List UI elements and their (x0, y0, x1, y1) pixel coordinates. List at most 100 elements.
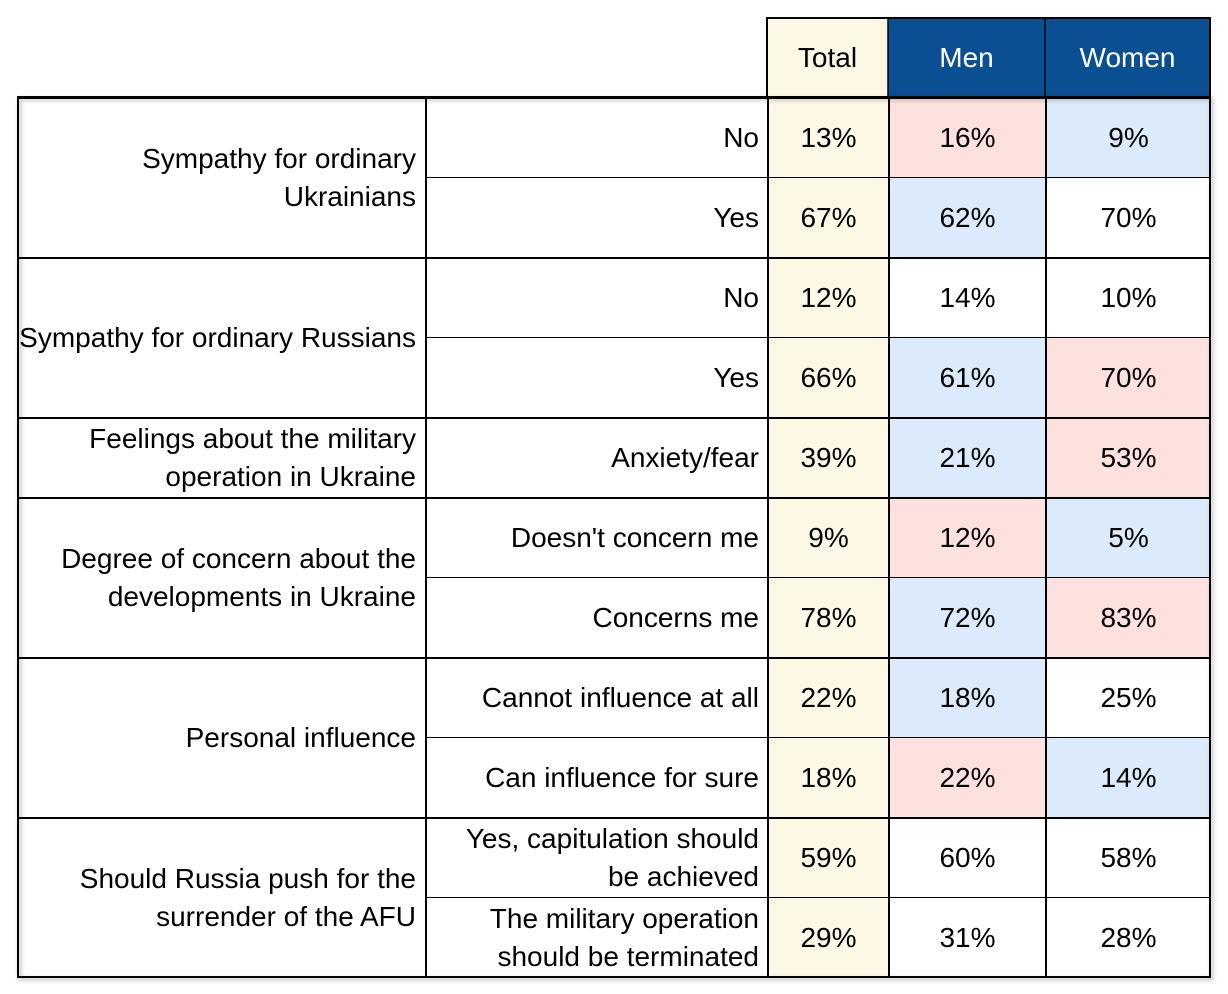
value-cell-women: 70% (1045, 337, 1210, 417)
value-cell-men-text: 61% (939, 361, 996, 393)
value-cell-total-text: 39% (800, 442, 857, 473)
value-cell-total-text: 78% (800, 601, 857, 633)
value-cell-women: 53% (1045, 417, 1210, 497)
row-label-text: Anxiety/fear (611, 442, 759, 473)
value-cell-women-text: 25% (1100, 682, 1157, 713)
row-label-text: No (723, 122, 759, 153)
row-label: Anxiety/fear (425, 417, 767, 497)
value-cell-men-text: 31% (939, 921, 996, 953)
value-cell-women-text: 83% (1100, 601, 1157, 633)
row-label: Concerns me (425, 577, 767, 657)
value-cell-women: 25% (1045, 657, 1210, 737)
value-cell-total-text: 18% (800, 761, 857, 793)
value-cell-women: 28% (1045, 897, 1210, 977)
value-cell-women: 9% (1045, 97, 1210, 177)
value-cell-men-text: 14% (939, 282, 996, 313)
value-cell-total-text: 59% (800, 842, 857, 873)
value-cell-men-text: 72% (939, 601, 996, 633)
value-cell-total: 18% (767, 737, 888, 817)
value-cell-women-text: 70% (1100, 361, 1157, 393)
row-label: Doesn't concern me (425, 497, 767, 577)
row-label-text: The military operation should be termina… (489, 902, 759, 972)
group-label: Personal influence (18, 657, 425, 817)
value-cell-women: 5% (1045, 497, 1210, 577)
value-cell-men-text: 21% (939, 442, 996, 473)
value-cell-men: 31% (888, 897, 1045, 977)
value-cell-men: 14% (888, 257, 1045, 337)
group-label-text: Should Russia push for the surrender of … (79, 863, 416, 932)
row-label-text: Doesn't concern me (510, 522, 759, 553)
value-cell-men-text: 60% (939, 842, 996, 873)
value-cell-men-text: 16% (939, 122, 996, 153)
column-header-women: Women (1045, 18, 1210, 97)
column-header-women-text: Women (1079, 41, 1176, 73)
value-cell-total: 67% (767, 177, 888, 257)
value-cell-total: 12% (767, 257, 888, 337)
group-label: Should Russia push for the surrender of … (18, 817, 425, 977)
value-cell-total: 13% (767, 97, 888, 177)
row-label: Yes (425, 177, 767, 257)
value-cell-women-text: 10% (1100, 282, 1157, 313)
row-label-text: Yes, capitulation should be achieved (465, 823, 759, 892)
value-cell-men: 22% (888, 737, 1045, 817)
group-label: Sympathy for ordinary Russians (18, 257, 425, 417)
value-cell-women-text: 28% (1100, 921, 1157, 953)
value-cell-men: 18% (888, 657, 1045, 737)
row-label: The military operation should be termina… (425, 897, 767, 977)
row-label: No (425, 257, 767, 337)
value-cell-men-text: 18% (939, 682, 996, 713)
row-label: Cannot influence at all (425, 657, 767, 737)
value-cell-women-text: 9% (1108, 122, 1149, 153)
group-label: Feelings about the military operation in… (18, 417, 425, 497)
row-label-text: Concerns me (592, 601, 759, 633)
value-cell-total: 29% (767, 897, 888, 977)
row-label: Can influence for sure (425, 737, 767, 817)
row-label-text: No (723, 282, 759, 313)
row-label-text: Can influence for sure (485, 761, 759, 793)
group-label-text: Sympathy for ordinary Ukrainians (142, 143, 416, 212)
value-cell-men: 12% (888, 497, 1045, 577)
value-cell-men-text: 12% (939, 522, 996, 553)
value-cell-total: 59% (767, 817, 888, 897)
value-cell-men: 60% (888, 817, 1045, 897)
column-header-men-text: Men (939, 41, 994, 73)
value-cell-women: 10% (1045, 257, 1210, 337)
value-cell-men: 21% (888, 417, 1045, 497)
value-cell-total: 39% (767, 417, 888, 497)
value-cell-men: 16% (888, 97, 1045, 177)
value-cell-women-text: 70% (1100, 201, 1157, 233)
row-label: No (425, 97, 767, 177)
value-cell-men: 72% (888, 577, 1045, 657)
row-label-text: Cannot influence at all (481, 682, 759, 713)
value-cell-total-text: 29% (800, 921, 857, 953)
row-label: Yes, capitulation should be achieved (425, 817, 767, 897)
column-header-total-text: Total (797, 41, 858, 73)
value-cell-women: 70% (1045, 177, 1210, 257)
value-cell-total: 9% (767, 497, 888, 577)
column-header-men: Men (888, 18, 1045, 97)
value-cell-women-text: 14% (1100, 761, 1157, 793)
value-cell-women: 58% (1045, 817, 1210, 897)
value-cell-women-text: 53% (1100, 442, 1157, 473)
group-label-text: Personal influence (185, 722, 416, 753)
value-cell-women: 14% (1045, 737, 1210, 817)
row-label-text: Yes (713, 201, 759, 233)
value-cell-total: 66% (767, 337, 888, 417)
group-label: Degree of concern about the developments… (18, 497, 425, 657)
value-cell-women-text: 58% (1100, 842, 1157, 873)
group-label: Sympathy for ordinary Ukrainians (18, 97, 425, 257)
value-cell-total-text: 12% (800, 282, 857, 313)
value-cell-total: 78% (767, 577, 888, 657)
value-cell-total-text: 67% (800, 201, 857, 233)
value-cell-men: 62% (888, 177, 1045, 257)
value-cell-total-text: 22% (800, 682, 857, 713)
group-label-text: Feelings about the military operation in… (89, 423, 416, 492)
group-label-text: Sympathy for ordinary Russians (19, 322, 416, 353)
value-cell-total-text: 9% (808, 522, 849, 553)
value-cell-total-text: 13% (800, 122, 857, 153)
value-cell-women-text: 5% (1108, 522, 1149, 553)
group-label-text: Degree of concern about the developments… (61, 543, 416, 612)
value-cell-men: 61% (888, 337, 1045, 417)
value-cell-total: 22% (767, 657, 888, 737)
